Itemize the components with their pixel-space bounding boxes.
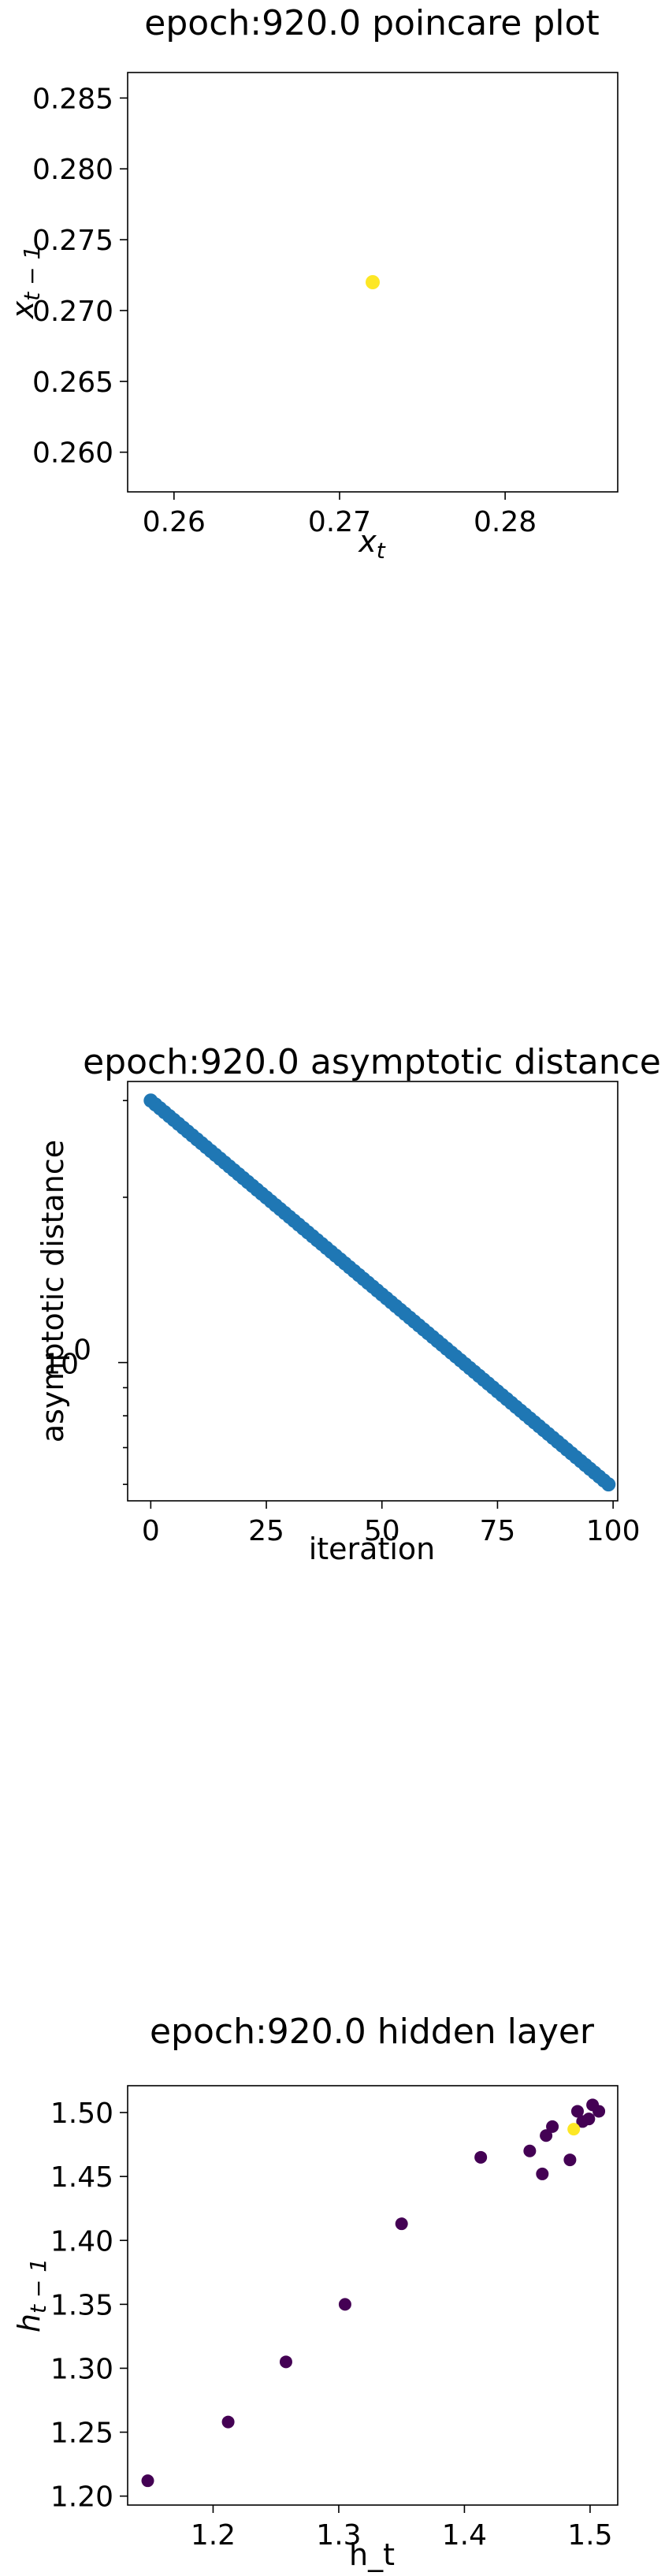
data-point (536, 2167, 549, 2180)
x-tick-label: 1.5 (567, 2519, 612, 2552)
x-axis-label-sub: t (377, 538, 386, 564)
x-axis-label: h_t (349, 2537, 395, 2572)
plot-frame (127, 72, 619, 493)
x-ticks: 1.2 1.3 1.4 1.5 (191, 2505, 613, 2552)
data-point (582, 2113, 596, 2126)
x-tick-label: 0.26 (143, 506, 206, 538)
data-point (540, 2129, 553, 2142)
data-point (563, 2153, 577, 2167)
y-tick-label: 1.40 (50, 2225, 113, 2258)
y-tick-label: 10 (43, 1349, 79, 1381)
asymptotic-distance-chart: epoch:920.0 asymptotic distance 0 25 50 75 1… (35, 1042, 661, 1566)
data-point (546, 2120, 559, 2133)
x-tick-label: 0.28 (474, 506, 537, 538)
y-tick-label: 0.285 (32, 83, 113, 115)
x-ticks: 0 25 50 75 100 (142, 1501, 641, 1547)
y-axis-label-main: h (12, 2314, 46, 2332)
data-points (143, 1093, 616, 1492)
y-axis-label: xt − 1 (6, 246, 45, 320)
data-points (141, 2098, 606, 2488)
x-tick-label: 1.4 (442, 2519, 487, 2552)
y-ticks: 0.260 0.265 0.270 0.275 0.280 0.285 (32, 83, 128, 470)
chart-title: epoch:920.0 poincare plot (144, 3, 599, 43)
data-point (366, 275, 380, 289)
y-ticks: 100 (43, 1100, 128, 1485)
data-point (593, 2105, 606, 2118)
y-tick-label: 0.265 (32, 367, 113, 399)
x-tick-label: 25 (248, 1515, 284, 1547)
data-point (338, 2298, 351, 2311)
y-tick-label: 1.25 (50, 2418, 113, 2450)
x-axis-label: iteration (309, 1532, 436, 1566)
x-tick-label: 100 (586, 1515, 641, 1547)
hidden-layer-chart: epoch:920.0 hidden layer 1.2 1.3 1.4 1.5 1.… (12, 2012, 619, 2572)
y-axis-label: ht − 1 (12, 2258, 51, 2332)
x-tick-label: 1.3 (316, 2519, 361, 2552)
chart-title: epoch:920.0 hidden layer (150, 2012, 595, 2052)
y-tick-label: 0.275 (32, 225, 113, 257)
y-tick-label: 0.270 (32, 296, 113, 328)
x-tick-label: 1.2 (191, 2519, 236, 2552)
data-point (570, 2105, 584, 2118)
data-point (567, 2123, 581, 2136)
y-tick-label: 0.260 (32, 437, 113, 470)
y-ticks: 1.20 1.25 1.30 1.35 1.40 1.45 1.50 (50, 2098, 128, 2514)
x-ticks: 0.26 0.27 0.28 (143, 492, 537, 538)
y-axis-label-sub: t − 1 (25, 2258, 51, 2314)
data-point (523, 2144, 537, 2157)
plot-frame (127, 1081, 619, 1502)
plot-frame (127, 2085, 619, 2506)
data-point (601, 1477, 616, 1492)
y-axis-label-main: x (6, 300, 40, 319)
x-tick-label: 50 (364, 1515, 400, 1547)
y-tick-label: 1.20 (50, 2481, 113, 2514)
y-tick-label: 1.45 (50, 2161, 113, 2194)
y-tick-label-exponent: 0 (73, 1335, 91, 1367)
data-points (366, 275, 380, 289)
y-tick-label: 1.35 (50, 2289, 113, 2321)
y-tick-label: 0.280 (32, 154, 113, 186)
x-axis-label-main: x (358, 524, 377, 559)
data-point (474, 2150, 488, 2164)
y-tick-label: 1.50 (50, 2098, 113, 2130)
y-tick-label: 1.30 (50, 2353, 113, 2385)
data-point (221, 2415, 235, 2429)
data-point (279, 2355, 292, 2369)
y-axis-label: asymptotic distance (35, 1140, 70, 1442)
data-point (141, 2474, 154, 2488)
y-axis-label-sub: t − 1 (19, 246, 45, 301)
x-tick-label: 75 (480, 1515, 516, 1547)
x-axis-label: xt (358, 524, 386, 564)
poincare-plot-chart: epoch:920.0 poincare plot 0.26 0.27 0.28 0… (6, 3, 619, 564)
data-point (395, 2217, 408, 2231)
x-tick-label: 0.27 (308, 506, 371, 538)
chart-title: epoch:920.0 asymptotic distance (83, 1042, 661, 1082)
x-tick-label: 0 (142, 1515, 160, 1547)
